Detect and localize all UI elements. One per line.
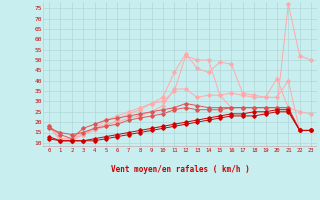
X-axis label: Vent moyen/en rafales ( km/h ): Vent moyen/en rafales ( km/h ) <box>111 164 249 173</box>
